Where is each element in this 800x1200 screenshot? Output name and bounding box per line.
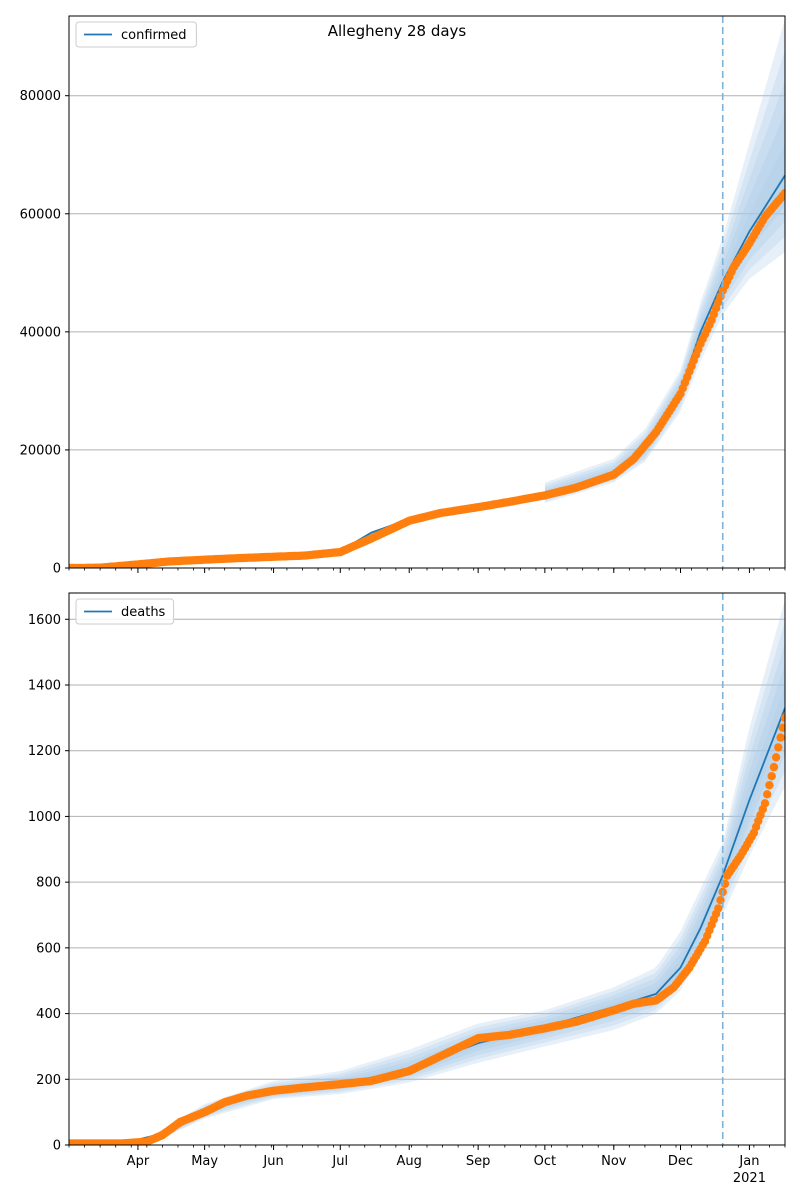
fit-line [69,174,785,568]
y-tick-label: 400 [36,1007,61,1022]
observed-point [769,762,779,772]
plot-area [69,599,785,1145]
observed-point [774,743,783,752]
y-tick-label: 0 [53,562,61,577]
y-tick-label: 80000 [20,89,61,104]
observed-point [778,723,785,732]
x-tick-label: Jul [331,1154,348,1169]
y-tick-label: 1400 [28,679,61,694]
legend-box [75,598,175,625]
observed-point [767,772,776,781]
chart-title: Allegheny 28 days [328,22,467,40]
x-tick-label: Aug [397,1154,422,1169]
x-tick-label: Oct [534,1154,556,1169]
plot-area [69,19,785,568]
legend-box [75,21,197,48]
uncertainty-band-2 [157,642,785,1138]
legend: deaths [75,598,175,625]
x-tick-label: Nov [601,1154,627,1169]
observed-point [771,753,781,762]
uncertainty-band-3 [157,664,785,1137]
y-tick-label: 1600 [28,613,61,628]
observed-point [763,790,772,799]
y-tick-label: 20000 [20,443,61,458]
confirmed-panel: 0 20000 40000 60000 80000 confirmed [20,15,786,577]
x-year-label: 2021 [733,1171,766,1186]
y-tick-label: 60000 [20,207,61,222]
x-tick-label: Jun [262,1154,283,1169]
legend-label: deaths [121,605,166,620]
legend: confirmed [75,21,197,48]
observed-point [760,799,770,808]
x-tick-label: Jan [738,1154,759,1169]
deaths-panel: 0 200 400 600 800 1000 1200 1400 1600 Apr May Jun Ju… [28,592,786,1186]
observed-point [780,713,785,723]
axes-frame [68,15,786,569]
x-tick-label: Sep [466,1154,491,1169]
y-tick-label: 0 [53,1139,61,1154]
observed-point [714,904,723,913]
y-tick-label: 1000 [28,810,61,825]
y-tick-label: 600 [36,941,61,956]
x-tick-label: May [191,1154,218,1169]
x-tick-label: Dec [668,1154,693,1169]
y-tick-label: 800 [36,876,61,891]
observed-point [776,733,785,742]
observed-point [780,188,785,198]
observed-point [765,781,774,790]
x-tick-label: Apr [127,1154,150,1169]
uncertainty-band-2 [544,81,785,500]
y-tick-label: 200 [36,1073,61,1088]
y-tick-label: 1200 [28,744,61,759]
y-tick-label: 40000 [20,325,61,340]
legend-label: confirmed [121,28,187,43]
